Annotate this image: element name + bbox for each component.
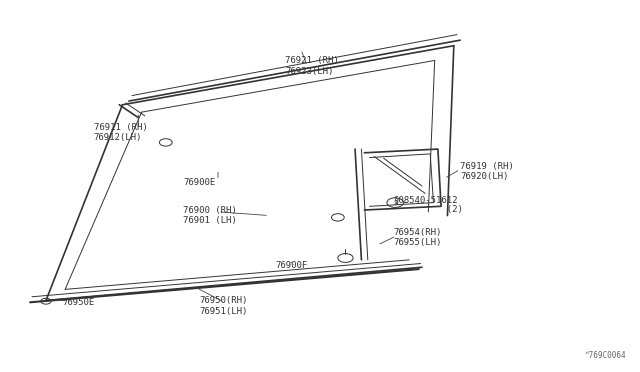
Text: 76954(RH)
76955(LH): 76954(RH) 76955(LH) bbox=[394, 228, 442, 247]
Text: 76919 (RH)
76920(LH): 76919 (RH) 76920(LH) bbox=[460, 161, 514, 181]
Text: 76950(RH)
76951(LH): 76950(RH) 76951(LH) bbox=[199, 296, 247, 316]
Text: 76921 (RH)
76923(LH): 76921 (RH) 76923(LH) bbox=[285, 56, 339, 76]
Text: S: S bbox=[393, 200, 397, 206]
Text: §08540-51612
          (2): §08540-51612 (2) bbox=[394, 195, 463, 214]
Text: 76900E: 76900E bbox=[183, 178, 215, 187]
Text: 76900 (RH)
76901 (LH): 76900 (RH) 76901 (LH) bbox=[183, 206, 237, 225]
Text: 76950E: 76950E bbox=[62, 298, 94, 307]
Text: 76900F: 76900F bbox=[275, 261, 308, 270]
Text: ^769C0064: ^769C0064 bbox=[584, 350, 626, 359]
Text: 76911 (RH)
76912(LH): 76911 (RH) 76912(LH) bbox=[94, 123, 148, 142]
